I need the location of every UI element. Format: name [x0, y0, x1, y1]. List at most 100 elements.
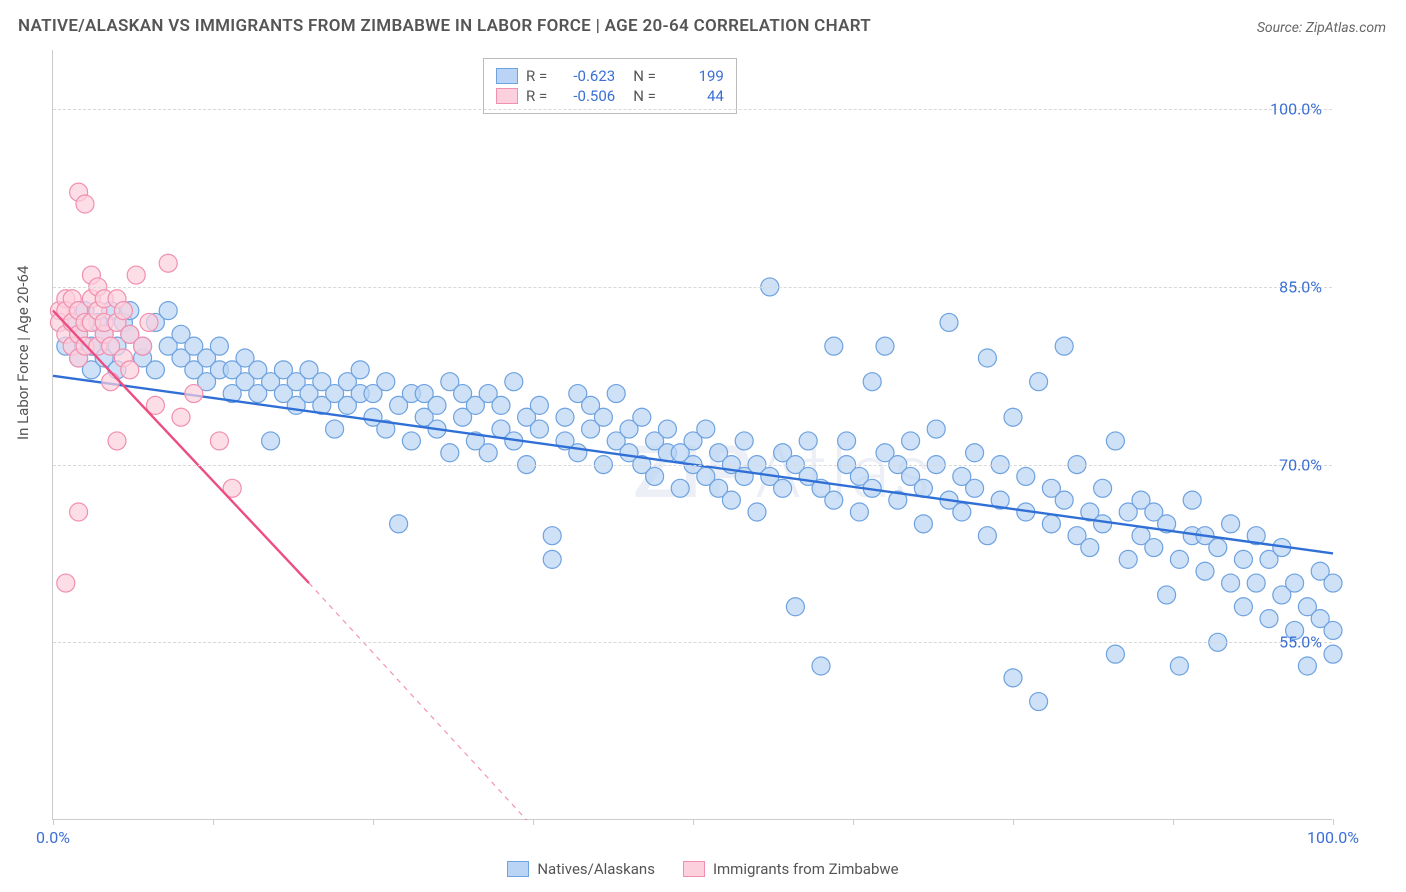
data-point — [185, 385, 203, 403]
data-point — [140, 313, 158, 331]
gridline — [53, 642, 1332, 643]
data-point — [102, 373, 120, 391]
data-point — [1094, 479, 1112, 497]
trend-line-extension — [309, 583, 527, 820]
data-point — [722, 491, 740, 509]
data-point — [1286, 574, 1304, 592]
plot-area: ZIPAtlas R = -0.623 N = 199 R = -0.506 N… — [52, 50, 1332, 820]
data-point — [1222, 574, 1240, 592]
data-point — [1209, 539, 1227, 557]
data-point — [402, 432, 420, 450]
data-point — [530, 396, 548, 414]
data-point — [1298, 657, 1316, 675]
data-point — [543, 527, 561, 545]
data-point — [1004, 408, 1022, 426]
data-point — [697, 420, 715, 438]
chart-title: NATIVE/ALASKAN VS IMMIGRANTS FROM ZIMBAB… — [18, 16, 871, 36]
data-point — [914, 515, 932, 533]
data-point — [940, 313, 958, 331]
data-point — [735, 432, 753, 450]
data-point — [1055, 491, 1073, 509]
data-point — [1158, 586, 1176, 604]
data-point — [953, 503, 971, 521]
data-point — [1119, 550, 1137, 568]
legend-r-label-1: R = — [526, 67, 547, 85]
data-point — [1055, 337, 1073, 355]
x-tick-mark — [533, 819, 534, 825]
x-tick-mark — [1013, 819, 1014, 825]
data-point — [607, 385, 625, 403]
data-point — [530, 420, 548, 438]
data-point — [825, 337, 843, 355]
data-point — [594, 408, 612, 426]
data-point — [556, 408, 574, 426]
data-point — [127, 266, 145, 284]
legend-n-val-2: 44 — [668, 87, 724, 105]
data-point — [1030, 693, 1048, 711]
data-point — [1222, 515, 1240, 533]
bottom-legend-item-2: Immigrants from Zimbabwe — [683, 860, 899, 878]
x-tick-mark — [853, 819, 854, 825]
data-point — [57, 574, 75, 592]
data-point — [1324, 621, 1342, 639]
data-point — [505, 373, 523, 391]
data-point — [876, 337, 894, 355]
gridline — [53, 465, 1332, 466]
data-point — [863, 373, 881, 391]
data-point — [121, 361, 139, 379]
data-point — [114, 302, 132, 320]
data-point — [1234, 598, 1252, 616]
data-point — [76, 195, 94, 213]
x-tick-mark — [213, 819, 214, 825]
legend-n-label-1: N = — [633, 67, 656, 85]
y-tick-label: 100.0% — [1270, 100, 1322, 119]
legend-r-val-1: -0.623 — [559, 67, 615, 85]
gridline — [53, 287, 1332, 288]
data-point — [927, 420, 945, 438]
legend-n-val-1: 199 — [668, 67, 724, 85]
legend-r-label-2: R = — [526, 87, 547, 105]
data-point — [646, 467, 664, 485]
correlation-legend: R = -0.623 N = 199 R = -0.506 N = 44 — [483, 58, 737, 114]
data-point — [70, 503, 88, 521]
data-point — [1183, 491, 1201, 509]
data-point — [159, 302, 177, 320]
legend-n-label-2: N = — [633, 87, 656, 105]
data-point — [1234, 550, 1252, 568]
y-axis-label: In Labor Force | Age 20-64 — [14, 266, 32, 440]
data-point — [978, 349, 996, 367]
data-point — [1004, 669, 1022, 687]
data-point — [902, 432, 920, 450]
y-tick-label: 55.0% — [1279, 633, 1322, 652]
bottom-swatch-2 — [683, 861, 705, 877]
data-point — [671, 479, 689, 497]
data-point — [1042, 515, 1060, 533]
data-point — [786, 598, 804, 616]
legend-r-val-2: -0.506 — [559, 87, 615, 105]
x-tick-mark — [53, 819, 54, 825]
data-point — [351, 361, 369, 379]
bottom-swatch-1 — [507, 861, 529, 877]
x-tick-mark — [373, 819, 374, 825]
data-point — [262, 432, 280, 450]
y-tick-label: 85.0% — [1279, 277, 1322, 296]
data-point — [326, 420, 344, 438]
legend-row-1: R = -0.623 N = 199 — [496, 67, 724, 85]
data-point — [441, 444, 459, 462]
data-point — [1170, 657, 1188, 675]
data-point — [1247, 574, 1265, 592]
data-point — [210, 432, 228, 450]
data-point — [543, 550, 561, 568]
data-point — [812, 657, 830, 675]
data-point — [978, 527, 996, 545]
data-point — [1170, 550, 1188, 568]
data-point — [658, 420, 676, 438]
x-tick-mark — [693, 819, 694, 825]
data-point — [1196, 562, 1214, 580]
data-point — [172, 408, 190, 426]
data-point — [774, 479, 792, 497]
data-point — [428, 396, 446, 414]
data-point — [108, 432, 126, 450]
data-point — [1324, 645, 1342, 663]
x-tick-mark — [1173, 819, 1174, 825]
